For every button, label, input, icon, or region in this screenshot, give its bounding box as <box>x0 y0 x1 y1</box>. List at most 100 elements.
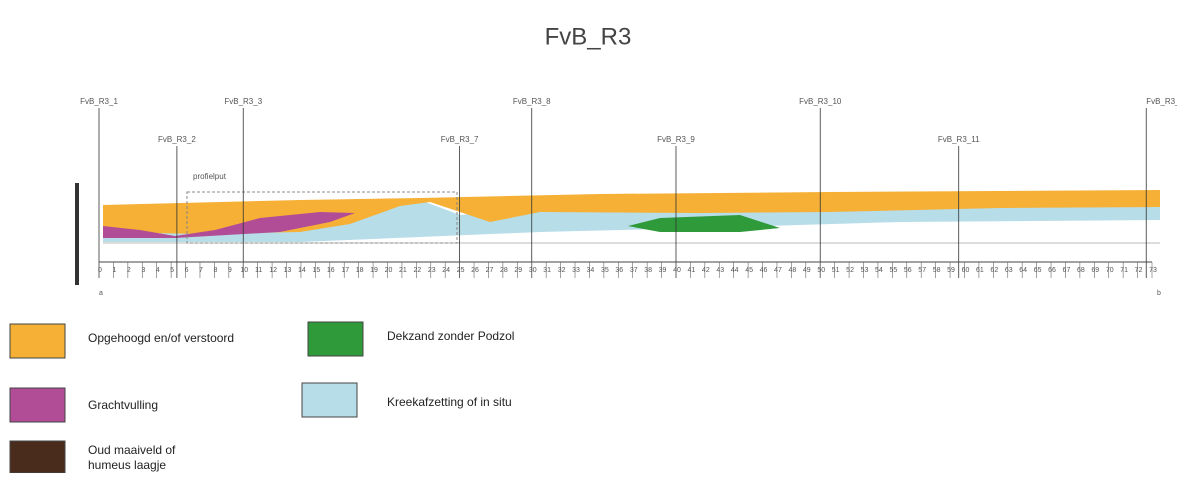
title: FvB_R3 <box>545 23 632 50</box>
scale-label: 47 <box>774 267 782 274</box>
scale-label: 64 <box>1019 267 1027 274</box>
boreholes: FvB_R3_1 FvB_R3_2 FvB_R3_3 FvB_R3_7 FvB_R3_8… <box>80 97 1177 278</box>
scale-label: 23 <box>428 267 436 274</box>
scale-label: 8 <box>213 267 217 274</box>
legend-label: Dekzand zonder Podzol <box>387 329 514 343</box>
legend: Opgehoogd en/of verstoord Dekzand zonder… <box>9 321 514 474</box>
scale-label: 50 <box>817 267 825 274</box>
scale-label: 0 <box>98 267 102 274</box>
borehole-label: FvB_R3_12 <box>1146 97 1177 106</box>
scale-label: 43 <box>716 267 724 274</box>
scale-label: 58 <box>933 267 941 274</box>
scale-label: 56 <box>904 267 912 274</box>
layer-insitu <box>103 200 1160 242</box>
scale-label: 16 <box>327 267 335 274</box>
scale-label: 33 <box>572 267 580 274</box>
pit-box <box>186 191 458 244</box>
scale-label: 54 <box>875 267 883 274</box>
scale-label: 7 <box>199 267 203 274</box>
scale-label: 22 <box>413 267 421 274</box>
scale-label: 49 <box>803 267 811 274</box>
scale-label: 70 <box>1106 267 1114 274</box>
borehole-label: FvB_R3_1 <box>80 97 118 106</box>
scale-label: 71 <box>1120 267 1128 274</box>
legend-label: Kreekafzetting of in situ <box>387 395 512 409</box>
legend-swatch <box>9 440 66 474</box>
scale-label: 59 <box>947 267 955 274</box>
scale-label: 67 <box>1063 267 1071 274</box>
layer-gracht <box>103 212 355 238</box>
scale-label: 25 <box>457 267 465 274</box>
scale-label: 73 <box>1149 267 1157 274</box>
scale-label: 6 <box>185 267 189 274</box>
scale-label: 35 <box>601 267 609 274</box>
scale-label: 19 <box>370 267 378 274</box>
legend-swatch <box>307 321 364 357</box>
layer-fill <box>103 190 1160 234</box>
scale-label: 14 <box>298 267 306 274</box>
scale-label: 28 <box>500 267 508 274</box>
scale-label: 65 <box>1034 267 1042 274</box>
scale-label: 69 <box>1091 267 1099 274</box>
legend-label: Grachtvulling <box>88 398 158 412</box>
scale-label: 41 <box>688 267 696 274</box>
borehole-label: FvB_R3_7 <box>441 135 479 144</box>
scale-label: 13 <box>284 267 292 274</box>
legend-label: humeus laagje <box>88 458 166 472</box>
borehole-label: FvB_R3_3 <box>224 97 262 106</box>
scale-label: 66 <box>1048 267 1056 274</box>
layer-dekzand <box>628 215 780 232</box>
legend-label: Opgehoogd en/of verstoord <box>88 331 234 345</box>
legend-label: Oud maaiveld of <box>88 443 176 457</box>
scale-label: 20 <box>385 267 393 274</box>
pit-label: profielput <box>193 172 227 181</box>
scale-label: 40 <box>673 267 681 274</box>
scale-label: 39 <box>659 267 667 274</box>
scale-label: 57 <box>918 267 926 274</box>
scale-label: 31 <box>543 267 551 274</box>
scale-label: 27 <box>486 267 494 274</box>
scale-label: 17 <box>341 267 349 274</box>
scale-label: 1 <box>112 267 116 274</box>
scale-label: 72 <box>1135 267 1143 274</box>
scale-label: 10 <box>240 267 248 274</box>
borehole-label: FvB_R3_8 <box>513 97 551 106</box>
profile: profielput <box>75 172 1160 285</box>
scale-label: 2 <box>127 267 131 274</box>
scale-label: 51 <box>832 267 840 274</box>
legend-swatch <box>9 387 66 423</box>
scale-label: 9 <box>228 267 232 274</box>
scale-label: 37 <box>630 267 638 274</box>
scale-label: 26 <box>471 267 479 274</box>
scale-label: 60 <box>962 267 970 274</box>
borehole-label: FvB_R3_9 <box>657 135 695 144</box>
scale-start: a <box>99 290 103 297</box>
scale-label: 5 <box>170 267 174 274</box>
scale-label: 36 <box>615 267 623 274</box>
scale-label: 45 <box>745 267 753 274</box>
scale-label: 34 <box>587 267 595 274</box>
scale-label: 52 <box>846 267 854 274</box>
scale-label: 53 <box>861 267 869 274</box>
scale-label: 15 <box>312 267 320 274</box>
scale-label: 63 <box>1005 267 1013 274</box>
scale-label: 21 <box>399 267 407 274</box>
scale-label: 24 <box>442 267 450 274</box>
scale: a b 0 1 2 3 4 5 6 7 8 9 10 11 12 13 14 15 16 17 18 19 20 21 22… <box>98 261 1161 297</box>
legend-swatch <box>9 323 66 359</box>
scale-label: 18 <box>356 267 364 274</box>
scale-label: 68 <box>1077 267 1085 274</box>
scale-label: 38 <box>644 267 652 274</box>
borehole-label: FvB_R3_11 <box>938 135 980 144</box>
scale-label: 55 <box>889 267 897 274</box>
scale-label: 4 <box>156 267 160 274</box>
scale-label: 44 <box>731 267 739 274</box>
scale-label: 62 <box>990 267 998 274</box>
scale-end: b <box>1157 290 1161 297</box>
scale-label: 30 <box>529 267 537 274</box>
scale-label: 11 <box>255 267 262 274</box>
scale-label: 46 <box>760 267 768 274</box>
scale-label: 32 <box>558 267 566 274</box>
scale-label: 48 <box>788 267 796 274</box>
